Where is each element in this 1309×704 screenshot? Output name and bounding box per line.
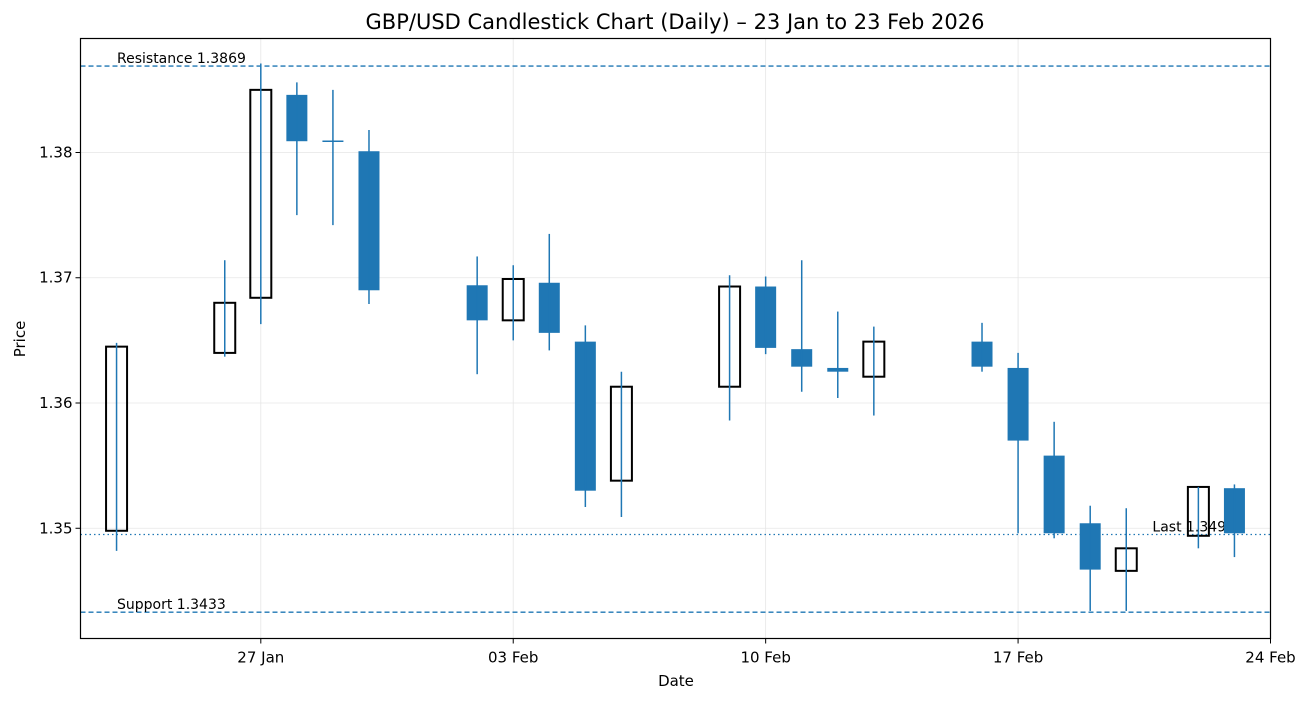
x-axis-label: Date (658, 672, 694, 690)
x-tick-label: 24 Feb (1245, 649, 1295, 667)
candles (105, 63, 1245, 611)
reference-lines: Resistance 1.3869 Support 1.3433 Last 1.34… (80, 51, 1271, 613)
reference-line-label: Last 1.3495 (1152, 520, 1235, 536)
y-tick-label: 1.36 (39, 394, 72, 412)
x-tick-label: 17 Feb (993, 649, 1043, 667)
y-tick-label: 1.37 (39, 269, 72, 287)
y-tick-label: 1.38 (39, 143, 72, 161)
reference-line-label: Resistance 1.3869 (117, 51, 246, 67)
reference-line-label: Support 1.3433 (117, 597, 226, 613)
x-tick-label: 10 Feb (740, 649, 790, 667)
chart-title: GBP/USD Candlestick Chart (Daily) – 23 J… (366, 10, 985, 34)
plot-frame (79, 37, 1272, 640)
x-tick-label: 03 Feb (488, 649, 538, 667)
y-tick-label: 1.35 (39, 519, 72, 537)
x-axis: 27 Jan 03 Feb 10 Feb 17 Feb 24 Feb (237, 638, 1296, 667)
y-axis: 1.35 1.36 1.37 1.38 (39, 143, 81, 537)
x-tick-label: 27 Jan (237, 649, 284, 667)
y-axis-label: Price (11, 321, 29, 358)
